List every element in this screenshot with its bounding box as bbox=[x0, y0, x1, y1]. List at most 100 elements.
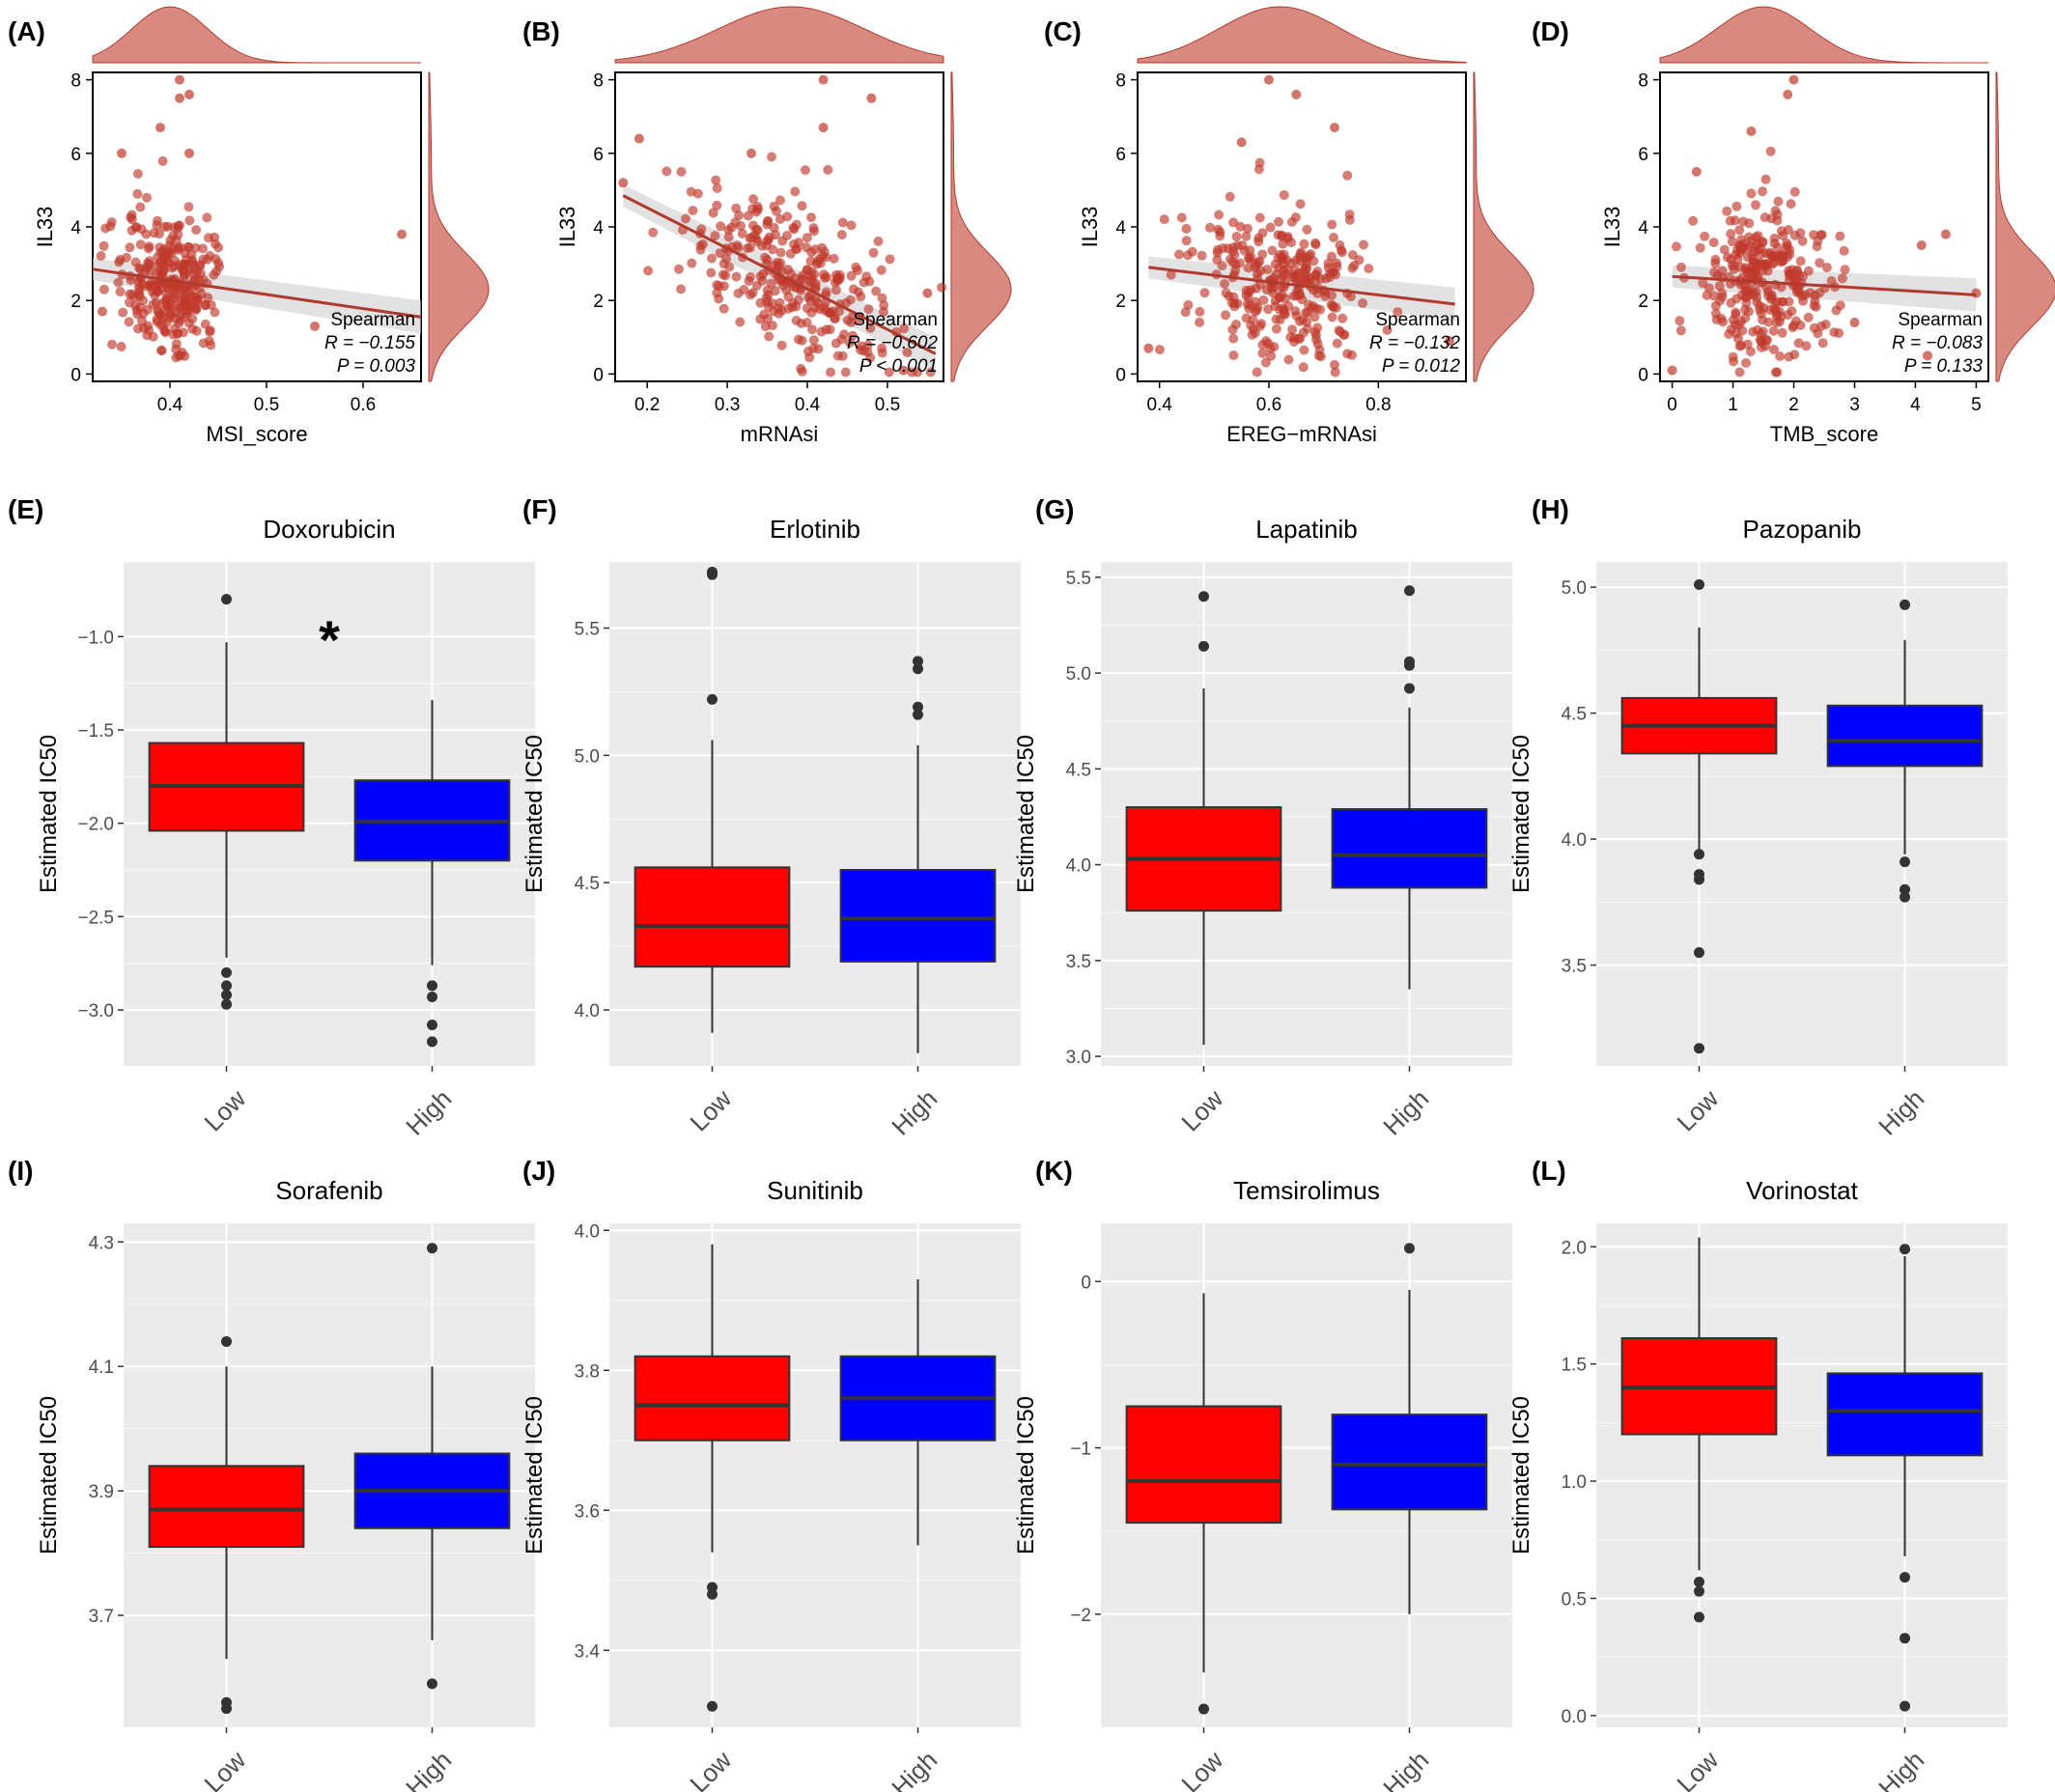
scatter-point bbox=[175, 242, 185, 253]
scatter-point bbox=[759, 309, 770, 320]
drug-title: Temsirolimus bbox=[1233, 1176, 1380, 1205]
scatter-point bbox=[1789, 186, 1800, 197]
scatter-point bbox=[1195, 317, 1205, 327]
scatter-point bbox=[1320, 291, 1331, 301]
scatter-point bbox=[116, 342, 127, 351]
outlier-point bbox=[1694, 849, 1704, 860]
scatter-point bbox=[1821, 263, 1832, 273]
y-tick-label: 3.6 bbox=[575, 1501, 600, 1522]
scatter-point bbox=[183, 202, 194, 212]
scatter-point bbox=[1283, 354, 1294, 365]
scatter-point bbox=[200, 300, 211, 311]
scatter-point bbox=[1205, 222, 1215, 233]
y-tick-label: 0.5 bbox=[1562, 1589, 1587, 1610]
scatter-point bbox=[724, 262, 735, 272]
scatter-point bbox=[749, 230, 760, 240]
scatter-point bbox=[806, 212, 816, 223]
scatter-point bbox=[1180, 307, 1191, 318]
scatter-point bbox=[913, 367, 923, 378]
box-high bbox=[1331, 1414, 1488, 1511]
scatter-point bbox=[1268, 288, 1279, 298]
scatter-point bbox=[764, 301, 774, 312]
drug-title: Erlotinib bbox=[770, 515, 860, 544]
outlier-point bbox=[427, 991, 437, 1002]
scatter-point bbox=[829, 253, 839, 264]
y-tick-label: 4.1 bbox=[89, 1358, 114, 1378]
scatter-point bbox=[769, 201, 779, 211]
outlier-point bbox=[1694, 947, 1704, 959]
scatter-point bbox=[802, 318, 812, 327]
y-tick-label: 4.5 bbox=[1562, 705, 1587, 725]
scatter-point bbox=[1700, 231, 1710, 241]
scatter-point bbox=[180, 283, 190, 294]
scatter-point bbox=[397, 229, 407, 239]
scatter-point bbox=[1330, 367, 1340, 378]
x-tick-label: 0.2 bbox=[634, 395, 660, 415]
x-tick-label: Low bbox=[1671, 1745, 1724, 1792]
x-axis-label: EREG−mRNAsi bbox=[1226, 422, 1377, 446]
scatter-point bbox=[1710, 254, 1721, 265]
scatter-point bbox=[781, 231, 792, 240]
scatter-point bbox=[1840, 265, 1850, 275]
scatter-point bbox=[1688, 215, 1699, 226]
scatter-point bbox=[1277, 231, 1287, 241]
scatter-point bbox=[787, 302, 798, 313]
scatter-point bbox=[1746, 126, 1757, 136]
scatter-point bbox=[1758, 186, 1768, 197]
scatter-point bbox=[1237, 240, 1248, 251]
scatter-point bbox=[175, 74, 184, 85]
scatter-point bbox=[153, 215, 162, 226]
scatter-point bbox=[1289, 337, 1299, 347]
x-density-curve bbox=[614, 6, 944, 64]
scatter-point bbox=[1287, 324, 1298, 335]
plot-background bbox=[1596, 562, 2008, 1066]
scatter-point bbox=[767, 152, 776, 162]
y-tick-label: −3.0 bbox=[77, 1001, 114, 1022]
scatter-point bbox=[633, 133, 644, 144]
scatter-point bbox=[1775, 351, 1786, 361]
scatter-point bbox=[1215, 231, 1225, 241]
y-tick-label: 8 bbox=[1638, 71, 1648, 92]
scatter-point bbox=[156, 283, 167, 294]
scatter-point bbox=[768, 244, 778, 255]
boxplot-panel-e: (E) Doxorubicin −3.0 −2.5 −2.0 −1.5 −1.0 Low Hig… bbox=[8, 494, 535, 1141]
scatter-point bbox=[1347, 263, 1358, 273]
scatter-point bbox=[866, 93, 877, 103]
scatter-point bbox=[1346, 350, 1357, 360]
box-low bbox=[148, 1465, 305, 1549]
boxplot-panel-f: (F) Erlotinib 4.0 4.5 5.0 5.5 Low High Estimated… bbox=[521, 494, 1021, 1141]
scatter-point bbox=[1195, 306, 1205, 317]
scatter-point bbox=[172, 328, 183, 339]
scatter-point bbox=[1675, 316, 1685, 326]
x-tick-label: 5 bbox=[1971, 395, 1982, 415]
scatter-point bbox=[1181, 223, 1192, 234]
stat-p: P = 0.012 bbox=[1382, 356, 1461, 377]
scatter-point bbox=[1722, 206, 1732, 216]
scatter-point bbox=[676, 166, 687, 177]
scatter-point bbox=[1271, 269, 1281, 280]
scatter-point bbox=[1265, 222, 1276, 233]
scatter-point bbox=[662, 166, 672, 177]
scatter-point bbox=[1176, 212, 1187, 223]
outlier-point bbox=[1900, 1244, 1910, 1255]
y-density-curve bbox=[1995, 71, 2055, 382]
y-axis-label: Estimated IC50 bbox=[36, 1396, 62, 1554]
scatter-point bbox=[1667, 365, 1677, 376]
scatter-point bbox=[1738, 216, 1749, 227]
drug-title: Doxorubicin bbox=[263, 515, 395, 544]
scatter-point bbox=[145, 280, 155, 291]
x-tick-label: Low bbox=[198, 1745, 251, 1792]
scatter-point bbox=[184, 148, 194, 158]
scatter-point bbox=[1835, 231, 1845, 241]
scatter-point bbox=[1246, 252, 1256, 263]
outlier-point bbox=[221, 998, 232, 1010]
scatter-point bbox=[1262, 265, 1273, 275]
scatter-point bbox=[1273, 253, 1283, 264]
y-tick-label: 4.0 bbox=[575, 1221, 600, 1242]
scatter-point bbox=[1702, 290, 1712, 300]
scatter-point bbox=[160, 249, 171, 260]
scatter-point bbox=[899, 323, 910, 334]
x-tick-label: High bbox=[1872, 1084, 1929, 1141]
scatter-point bbox=[1709, 267, 1720, 278]
scatter-point bbox=[1675, 325, 1686, 336]
